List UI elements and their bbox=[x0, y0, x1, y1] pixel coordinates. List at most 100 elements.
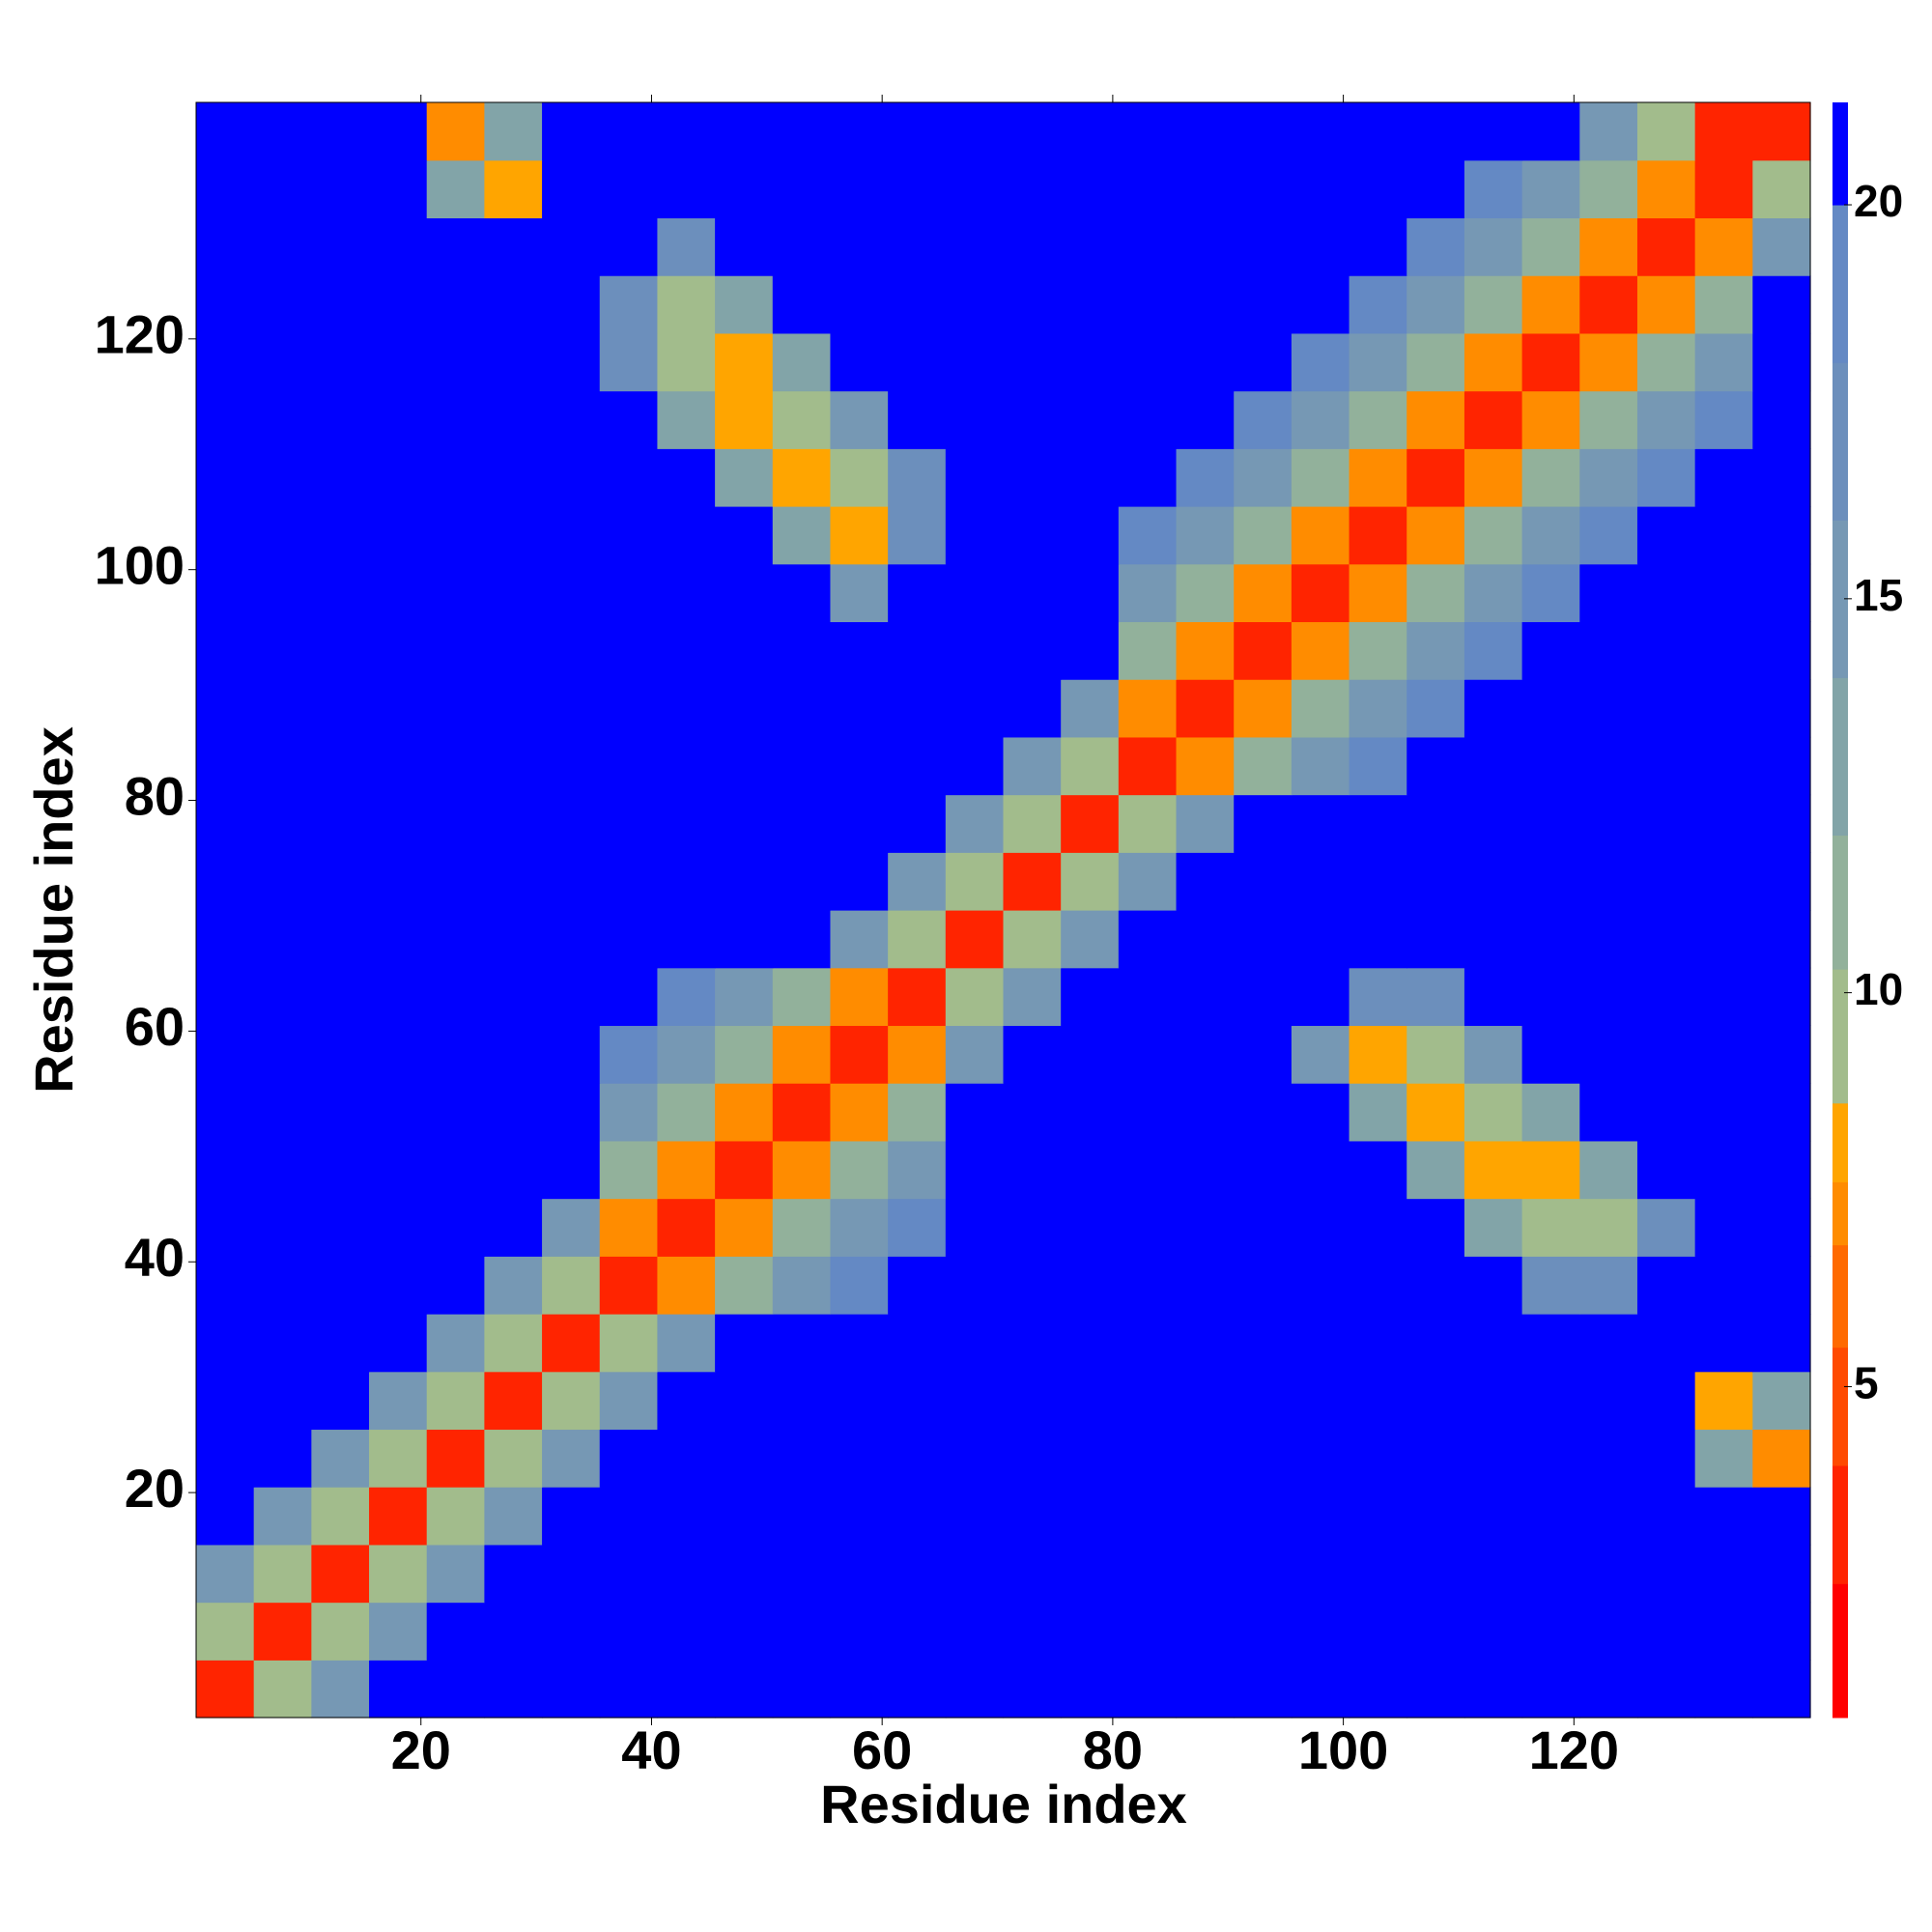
heatmap-cell bbox=[311, 1083, 370, 1142]
heatmap-cell bbox=[1752, 332, 1811, 392]
heatmap-cell bbox=[542, 1544, 601, 1604]
heatmap-cell bbox=[542, 736, 601, 796]
x-tick-label: 60 bbox=[852, 1719, 912, 1780]
heatmap-cell bbox=[657, 1140, 716, 1200]
heatmap-cell bbox=[1003, 1025, 1062, 1084]
heatmap-cell bbox=[1694, 390, 1753, 449]
heatmap-cell bbox=[888, 967, 947, 1027]
heatmap-cell bbox=[196, 1025, 255, 1084]
heatmap-cell bbox=[772, 910, 832, 969]
heatmap-cell bbox=[196, 1140, 255, 1200]
heatmap-cell bbox=[657, 448, 716, 507]
heatmap-cell bbox=[1463, 1140, 1523, 1200]
heatmap-cell bbox=[1118, 275, 1178, 334]
heatmap-cell bbox=[426, 679, 485, 738]
heatmap-cell bbox=[1118, 1083, 1178, 1142]
heatmap-cell bbox=[715, 563, 774, 623]
heatmap-cell bbox=[1694, 736, 1753, 796]
heatmap-cell bbox=[426, 736, 485, 796]
heatmap-cell bbox=[1118, 621, 1178, 680]
heatmap-cell bbox=[1406, 159, 1465, 219]
heatmap-cell bbox=[1636, 1140, 1696, 1200]
heatmap-cell bbox=[1349, 1140, 1407, 1200]
heatmap-cell bbox=[1176, 1544, 1235, 1604]
heatmap-cell bbox=[1521, 275, 1580, 334]
heatmap-cell bbox=[542, 794, 601, 853]
heatmap-cell bbox=[1349, 1025, 1407, 1084]
heatmap-cell bbox=[1752, 1660, 1811, 1719]
heatmap-cell bbox=[1521, 1198, 1580, 1257]
heatmap-cell bbox=[542, 910, 601, 969]
heatmap-cell bbox=[1579, 1602, 1638, 1661]
heatmap-cell bbox=[196, 1198, 255, 1257]
heatmap-cell bbox=[1406, 1602, 1465, 1661]
heatmap-cell bbox=[1003, 275, 1062, 334]
heatmap-cell bbox=[888, 275, 947, 334]
heatmap-cell bbox=[1694, 1256, 1753, 1315]
heatmap-cell bbox=[715, 275, 774, 334]
plot-frame bbox=[195, 101, 1811, 1719]
heatmap-cell bbox=[599, 1602, 659, 1661]
heatmap-cell bbox=[1694, 1371, 1753, 1431]
heatmap-cell bbox=[945, 1140, 1005, 1200]
heatmap-cell bbox=[1003, 621, 1062, 680]
heatmap-cell bbox=[1061, 1660, 1120, 1719]
colorbar-band bbox=[1833, 362, 1848, 521]
heatmap-cell bbox=[945, 852, 1005, 911]
heatmap-cell bbox=[253, 506, 312, 565]
heatmap-cell bbox=[1118, 1660, 1178, 1719]
heatmap-cell bbox=[1752, 1544, 1811, 1604]
heatmap-cell bbox=[945, 1602, 1005, 1661]
heatmap-cell bbox=[1463, 448, 1523, 507]
heatmap-cell bbox=[1118, 910, 1178, 969]
heatmap-cell bbox=[426, 1660, 485, 1719]
heatmap-cell bbox=[945, 1544, 1005, 1604]
heatmap-cell bbox=[1291, 1487, 1350, 1546]
heatmap-cell bbox=[1521, 1256, 1580, 1315]
heatmap-cell bbox=[369, 332, 428, 392]
heatmap-cell bbox=[253, 563, 312, 623]
heatmap-cell bbox=[253, 217, 312, 276]
heatmap-cell bbox=[1694, 217, 1753, 276]
heatmap-cell bbox=[1003, 102, 1062, 161]
heatmap-cell bbox=[369, 390, 428, 449]
heatmap-cell bbox=[1234, 1602, 1293, 1661]
heatmap-cell bbox=[311, 390, 370, 449]
heatmap-cell bbox=[1579, 794, 1638, 853]
heatmap-cell bbox=[369, 910, 428, 969]
heatmap-cell bbox=[772, 967, 832, 1027]
heatmap-cell bbox=[196, 852, 255, 911]
heatmap-cell bbox=[1579, 159, 1638, 219]
heatmap-cell bbox=[1291, 390, 1350, 449]
heatmap-cell bbox=[715, 390, 774, 449]
heatmap-cell bbox=[945, 332, 1005, 392]
heatmap-cell bbox=[369, 1429, 428, 1488]
heatmap-cell bbox=[888, 1025, 947, 1084]
heatmap-cell bbox=[599, 736, 659, 796]
heatmap-cell bbox=[1579, 448, 1638, 507]
heatmap-cell bbox=[772, 390, 832, 449]
colorbar-band bbox=[1833, 1181, 1848, 1246]
heatmap-cell bbox=[1463, 563, 1523, 623]
heatmap-cell bbox=[1003, 448, 1062, 507]
heatmap-cell bbox=[1636, 1198, 1696, 1257]
heatmap-cell bbox=[196, 1314, 255, 1373]
heatmap-cell bbox=[1118, 217, 1178, 276]
heatmap-cell bbox=[484, 1025, 543, 1084]
heatmap-cell bbox=[1521, 1544, 1580, 1604]
heatmap-cell bbox=[1694, 1025, 1753, 1084]
heatmap-cell bbox=[1234, 102, 1293, 161]
heatmap-cell bbox=[715, 1025, 774, 1084]
heatmap-cell bbox=[772, 1429, 832, 1488]
heatmap-cell bbox=[1579, 1140, 1638, 1200]
heatmap-cell bbox=[945, 1314, 1005, 1373]
heatmap-cell bbox=[715, 448, 774, 507]
x-tick-label: 80 bbox=[1083, 1719, 1143, 1780]
heatmap-cell bbox=[253, 1660, 312, 1719]
heatmap-cell bbox=[1349, 1083, 1407, 1142]
heatmap-cell bbox=[542, 217, 601, 276]
heatmap-cell bbox=[369, 1025, 428, 1084]
heatmap-cell bbox=[1694, 448, 1753, 507]
heatmap-cell bbox=[772, 1660, 832, 1719]
heatmap-cell bbox=[657, 102, 716, 161]
